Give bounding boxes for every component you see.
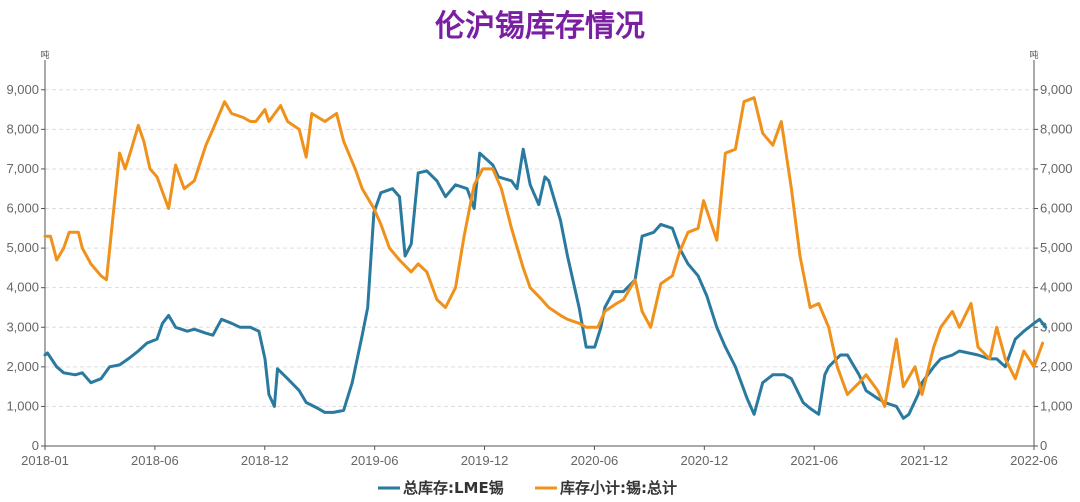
x-axis-ticks: 2018-01 2018-06 2018-12 2019-06 2019-12 2020-… [21,446,1058,468]
axes [44,60,1035,447]
x-tick-label: 2022-06 [1010,453,1058,468]
left-tick-label: 3,000 [6,319,39,334]
right-axis-unit: 吨 [1029,49,1038,61]
left-axis-ticks: 0 1,000 2,000 3,000 4,000 5,000 6,000 7,000 8,00… [6,82,45,453]
left-tick-label: 1,000 [6,398,39,413]
left-tick-label: 8,000 [6,121,39,136]
x-tick-label: 2021-12 [900,453,948,468]
right-tick-label: 7,000 [1040,161,1073,176]
legend-item-2[interactable]: 库存小计:锡:总计 [535,479,677,497]
left-tick-label: 0 [32,438,39,453]
right-tick-label: 3,000 [1040,319,1073,334]
left-tick-label: 9,000 [6,82,39,97]
legend[interactable]: 总库存:LME锡 库存小计:锡:总计 [378,479,677,497]
left-tick-label: 5,000 [6,240,39,255]
legend-item-1[interactable]: 总库存:LME锡 [378,479,504,497]
x-tick-label: 2019-12 [461,453,509,468]
right-tick-label: 6,000 [1040,201,1073,216]
x-tick-label: 2018-01 [21,453,69,468]
chart-title: 伦沪锡库存情况 [435,9,645,44]
x-tick-label: 2021-06 [790,453,838,468]
x-tick-label: 2018-06 [131,453,179,468]
left-tick-label: 2,000 [6,359,39,374]
left-tick-label: 7,000 [6,161,39,176]
x-tick-label: 2020-06 [571,453,619,468]
x-tick-label: 2020-12 [680,453,728,468]
right-tick-label: 4,000 [1040,280,1073,295]
right-tick-label: 9,000 [1040,82,1073,97]
right-tick-label: 2,000 [1040,359,1073,374]
x-tick-label: 2018-12 [241,453,289,468]
left-tick-label: 6,000 [6,201,39,216]
right-tick-label: 1,000 [1040,398,1073,413]
right-tick-label: 8,000 [1040,121,1073,136]
series-line-2 [43,96,1045,408]
series-line-1 [43,147,1048,420]
legend-label: 库存小计:锡:总计 [560,479,677,497]
right-tick-label: 0 [1040,438,1047,453]
left-tick-label: 4,000 [6,280,39,295]
left-axis-unit: 吨 [40,49,49,61]
gridlines [45,89,1034,407]
x-tick-label: 2019-06 [351,453,399,468]
legend-label: 总库存:LME锡 [403,479,504,497]
series-lines [43,96,1048,420]
right-tick-label: 5,000 [1040,240,1073,255]
right-axis-ticks: 0 1,000 2,000 3,000 4,000 5,000 6,000 7,000 8,00… [1034,82,1073,453]
